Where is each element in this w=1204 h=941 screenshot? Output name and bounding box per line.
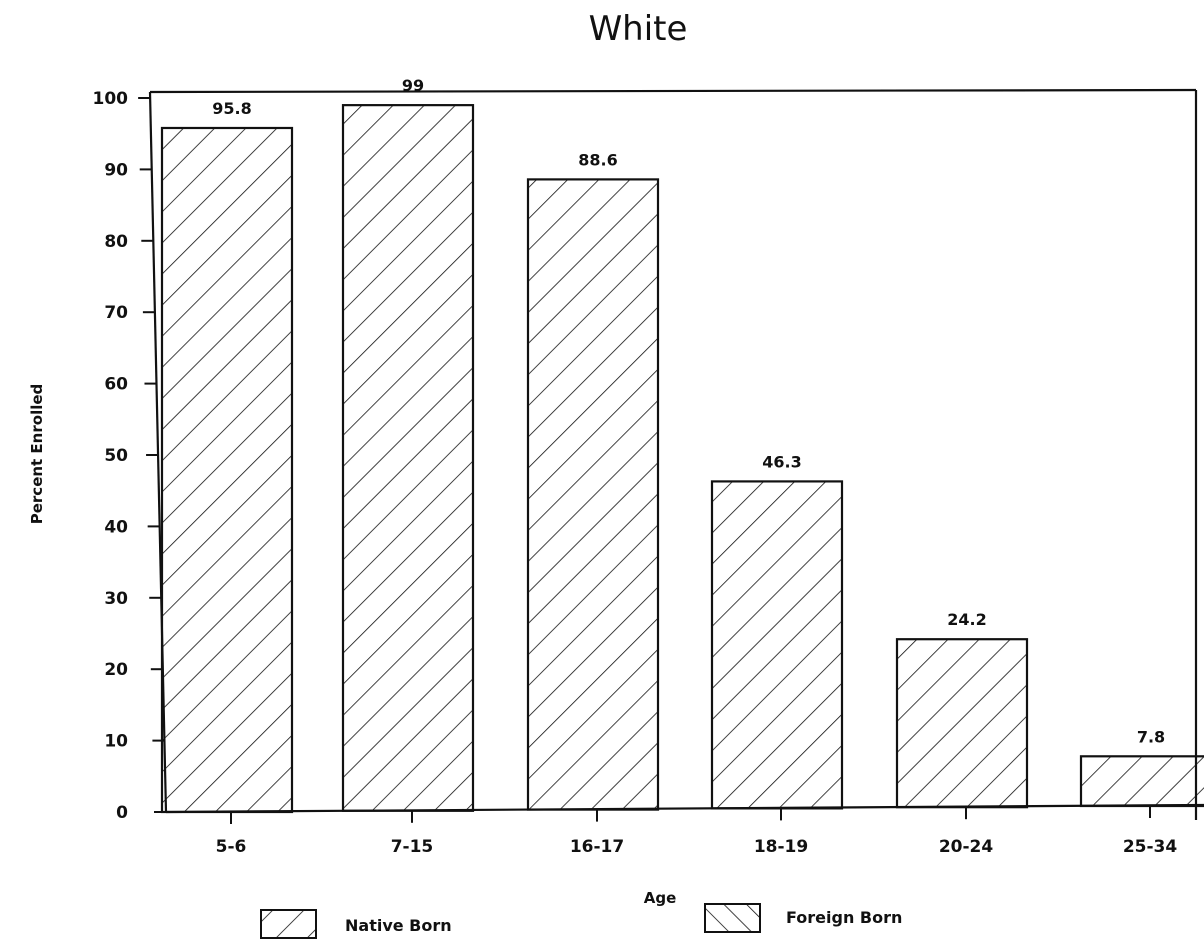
y-tick-label: 60: [104, 375, 128, 395]
x-tick-label: 16-17: [570, 837, 624, 857]
y-tick-label: 20: [104, 660, 128, 680]
y-tick-label: 10: [104, 732, 128, 752]
bar-value-label: 99: [402, 76, 424, 95]
bar-native-born: [526, 178, 660, 811]
x-tick-label: 5-6: [216, 837, 247, 857]
bar-value-label: 46.3: [762, 452, 801, 471]
bar-native-born: [710, 480, 844, 810]
y-axis-label: Percent Enrolled: [28, 384, 46, 525]
bar-native-born: [895, 638, 1029, 809]
x-axis-label: Age: [644, 889, 677, 907]
bar-native-born: [1079, 755, 1204, 808]
bar-value-label: 88.6: [578, 150, 617, 169]
y-tick-label: 100: [93, 89, 129, 109]
x-axis-line: [165, 803, 1204, 814]
y-tick-label: 30: [104, 589, 128, 609]
legend-swatch-foreign-born: [704, 903, 761, 933]
legend-label-foreign-born: Foreign Born: [786, 908, 902, 927]
y-axis-ticks: 0 10 20 30 40 50 60 70 80 90 100: [93, 89, 166, 823]
legend-item-foreign-born: Foreign Born: [704, 903, 902, 933]
bar-series-native-born: [160, 104, 1204, 814]
bar-value-label: 24.2: [947, 610, 986, 629]
y-tick-label: 40: [104, 517, 128, 537]
bar-value-labels: 95.8 99 88.6 46.3 24.2 7.8: [212, 76, 1165, 746]
legend: Native Born Foreign Born: [260, 903, 902, 939]
y-tick-label: 50: [104, 446, 128, 466]
x-axis-ticks: 5-6 7-15 16-17 18-19 20-24 25-34: [216, 806, 1178, 857]
bar-native-born: [160, 126, 294, 814]
x-tick-label: 20-24: [939, 837, 994, 857]
legend-label-native-born: Native Born: [345, 916, 452, 935]
legend-swatch-native-born: [260, 909, 317, 939]
y-tick-label: 70: [104, 303, 128, 323]
legend-item-native-born: Native Born: [260, 909, 452, 939]
frame-top: [149, 88, 1197, 94]
bar-native-born: [341, 104, 475, 812]
bar-value-label: 7.8: [1137, 727, 1165, 746]
y-tick-label: 90: [104, 160, 128, 180]
chart-title: White: [589, 9, 688, 49]
y-tick-label: 80: [104, 232, 128, 252]
x-tick-label: 18-19: [754, 837, 808, 857]
bar-value-label: 95.8: [212, 99, 251, 118]
x-tick-label: 7-15: [391, 837, 434, 857]
y-tick-label: 0: [116, 803, 128, 823]
x-tick-label: 25-34: [1123, 837, 1178, 857]
